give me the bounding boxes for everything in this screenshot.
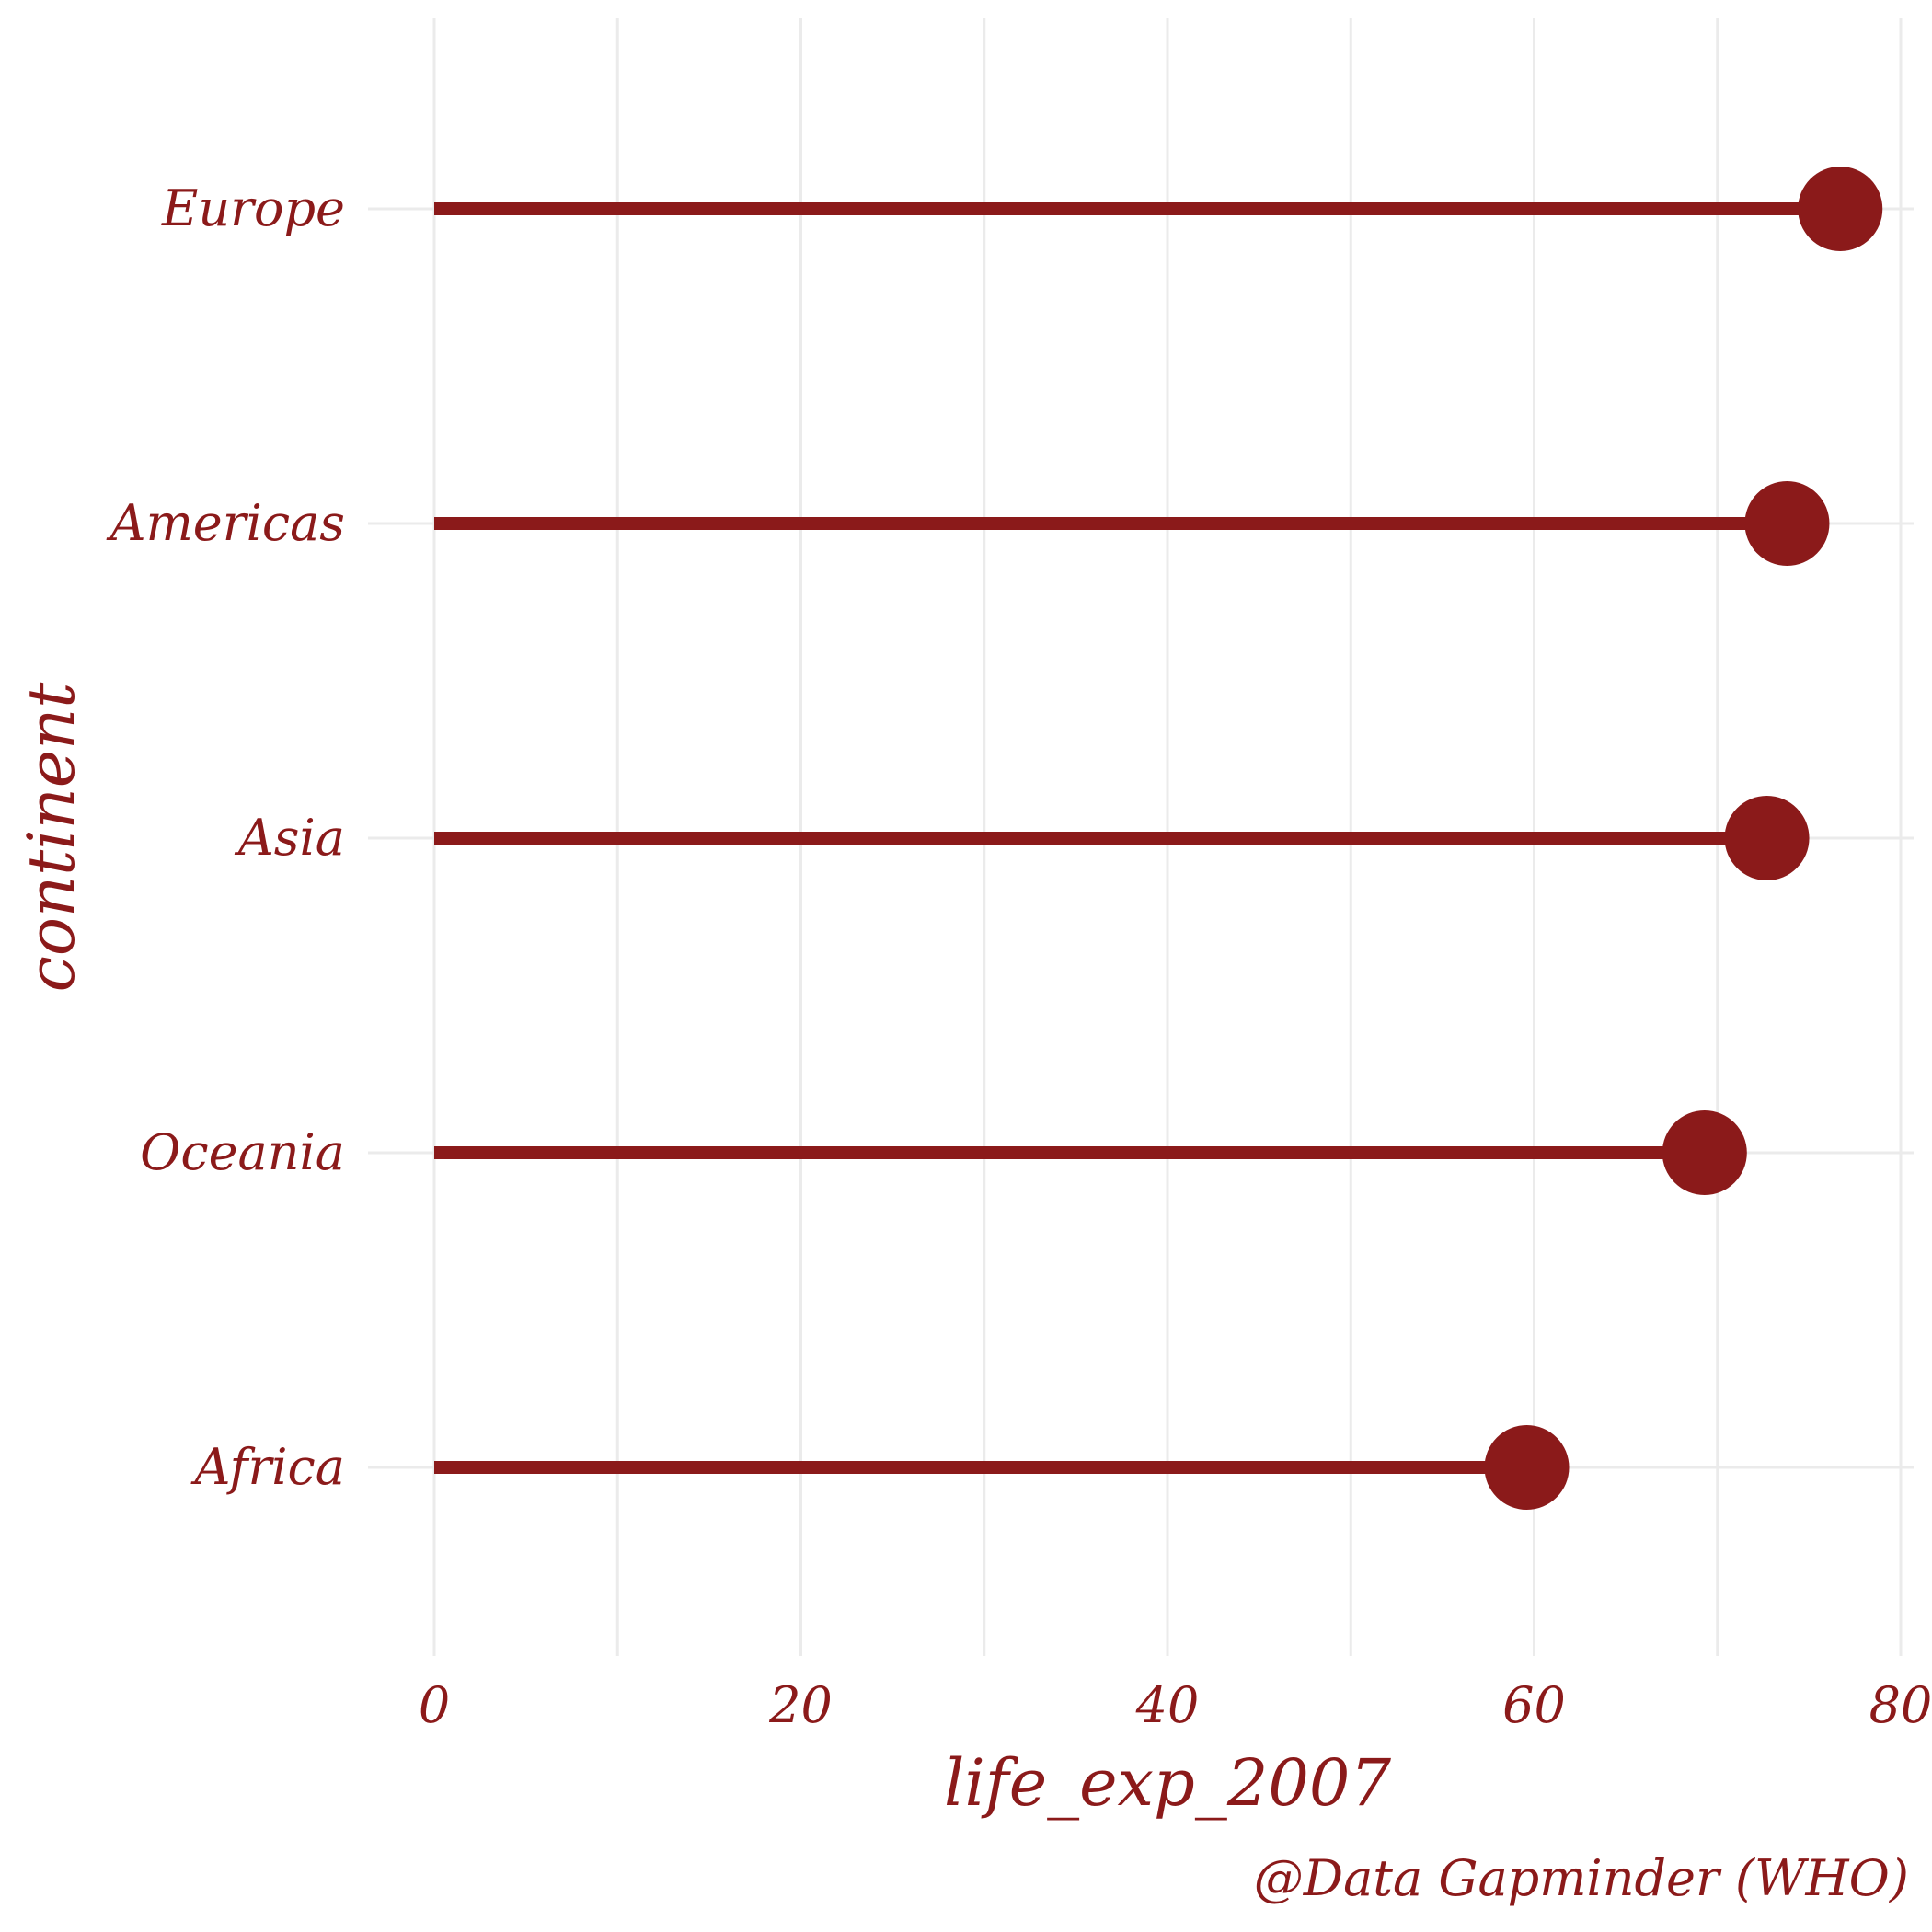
lollipop-point xyxy=(1484,1425,1570,1510)
x-tick-label: 40 xyxy=(1135,1676,1200,1734)
x-axis-title: life_exp_2007 xyxy=(944,1745,1391,1821)
x-tick-label: 60 xyxy=(1502,1676,1566,1734)
lollipop-point xyxy=(1744,481,1830,566)
y-tick-label: Europe xyxy=(161,179,345,237)
x-tick-label: 0 xyxy=(419,1676,450,1734)
y-tick-label: Africa xyxy=(190,1438,345,1496)
y-tick-label: Oceania xyxy=(140,1123,345,1181)
x-tick-label: 20 xyxy=(768,1676,833,1734)
lollipop-point xyxy=(1724,796,1810,880)
y-tick-label: Americas xyxy=(106,494,345,552)
y-tick-label: Asia xyxy=(234,809,345,867)
lollipop-marks xyxy=(434,167,1883,1510)
y-axis-title: continent xyxy=(14,682,89,993)
x-tick-labels: 0 20 40 60 80 xyxy=(419,1676,1932,1734)
y-tick-labels: Africa Oceania Asia Americas Europe xyxy=(106,179,345,1496)
chart-caption: @Data Gapminder (WHO) xyxy=(1254,1849,1909,1907)
lollipop-point xyxy=(1798,167,1883,251)
lollipop-point xyxy=(1662,1110,1747,1195)
x-tick-label: 80 xyxy=(1869,1676,1932,1734)
